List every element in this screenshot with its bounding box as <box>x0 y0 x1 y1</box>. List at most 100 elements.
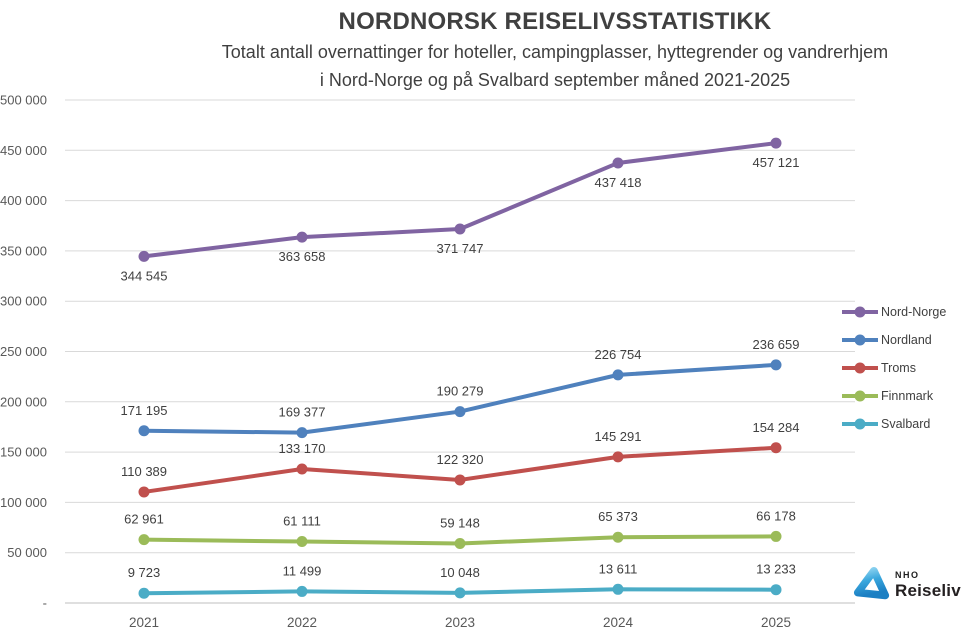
legend-label: Svalbard <box>881 417 931 431</box>
legend-item-svalbard: Svalbard <box>841 410 962 438</box>
series-line-nord-norge <box>142 141 778 259</box>
logo-brand: Reiseliv <box>895 581 961 600</box>
legend-item-nord-norge: Nord-Norge <box>841 298 962 326</box>
data-point-label: 59 148 <box>440 515 480 530</box>
data-point-label: 145 291 <box>595 429 642 444</box>
data-point-marker <box>770 137 782 149</box>
data-point-label: 133 170 <box>279 441 326 456</box>
data-point-marker <box>296 585 308 597</box>
nho-reiseliv-logo: NHO Reiseliv <box>853 564 961 606</box>
data-point-label: 10 048 <box>440 565 480 580</box>
data-point-marker <box>612 583 624 595</box>
logo-org: NHO <box>895 570 920 580</box>
series-line-nordland <box>142 362 778 435</box>
data-point-label: 437 418 <box>595 175 642 190</box>
y-axis-tick-label: 450 000 <box>0 143 47 158</box>
y-axis-tick-label: 250 000 <box>0 344 47 359</box>
data-point-label: 171 195 <box>121 403 168 418</box>
legend-dot <box>854 390 866 402</box>
y-axis-tick-label: 350 000 <box>0 243 47 258</box>
data-point-marker <box>770 442 782 454</box>
data-point-label: 190 279 <box>437 384 484 399</box>
data-point-marker <box>454 537 466 549</box>
legend-label: Troms <box>881 361 916 375</box>
data-point-marker <box>770 584 782 596</box>
data-point-marker <box>612 369 624 381</box>
y-axis-tick-label: 150 000 <box>0 445 47 460</box>
legend-label: Nord-Norge <box>881 305 947 319</box>
legend-dot <box>854 306 866 318</box>
x-axis-tick-label: 2022 <box>287 615 317 630</box>
legend-label: Finnmark <box>881 389 934 403</box>
x-axis-tick-label: 2021 <box>129 615 159 630</box>
legend-dot <box>854 418 866 430</box>
chart-legend: Nord-Norge Nordland Troms Finnmark Svalbard <box>841 298 962 438</box>
data-point-label: 371 747 <box>437 241 484 256</box>
y-axis-tick-label: 400 000 <box>0 193 47 208</box>
data-point-label: 226 754 <box>595 347 642 362</box>
y-axis-tick-label: 200 000 <box>0 394 47 409</box>
data-point-label: 344 545 <box>121 268 168 283</box>
data-point-marker <box>296 231 308 243</box>
data-point-marker <box>296 536 308 548</box>
data-point-label: 11 499 <box>283 563 322 578</box>
x-axis-tick-label: 2025 <box>761 615 791 630</box>
logo-text: NHO Reiseliv <box>895 570 961 600</box>
data-point-marker <box>454 587 466 599</box>
legend-label: Nordland <box>881 333 932 347</box>
data-point-label: 457 121 <box>753 155 800 170</box>
data-point-marker <box>770 359 782 371</box>
data-point-label: 122 320 <box>437 452 484 467</box>
legend-marker-icon <box>842 334 878 346</box>
legend-dot <box>854 334 866 346</box>
data-point-label: 363 658 <box>279 249 326 264</box>
x-axis-tick-label: 2023 <box>445 615 475 630</box>
data-point-marker <box>138 534 150 546</box>
data-point-label: 65 373 <box>598 509 638 524</box>
legend-marker-icon <box>842 306 878 318</box>
data-point-marker <box>612 157 624 169</box>
chart-subtitle-line1: Totalt antall overnattinger for hoteller… <box>221 42 889 62</box>
nho-triangle-icon <box>853 566 890 600</box>
data-point-label: 61 111 <box>283 514 321 529</box>
legend-marker-icon <box>842 362 878 374</box>
legend-item-troms: Troms <box>841 354 962 382</box>
legend-dot <box>854 362 866 374</box>
y-axis-tick-label: 300 000 <box>0 294 47 309</box>
data-point-label: 110 389 <box>121 464 167 479</box>
data-point-marker <box>454 223 466 235</box>
data-point-label: 13 611 <box>599 561 638 576</box>
chart-subtitle-line2: i Nord-Norge og på Svalbard september må… <box>319 70 791 90</box>
legend-item-nordland: Nordland <box>841 326 962 354</box>
data-point-label: 154 284 <box>753 420 800 435</box>
data-point-marker <box>770 530 782 542</box>
chart-title: NORDNORSK REISELIVSSTATISTIKK <box>338 8 772 35</box>
legend-marker-icon <box>842 390 878 402</box>
data-point-marker <box>296 427 308 439</box>
data-point-marker <box>138 587 150 599</box>
x-axis-tick-label: 2024 <box>603 615 634 630</box>
data-point-label: 62 961 <box>124 512 164 527</box>
data-point-label: 13 233 <box>756 562 796 577</box>
y-axis-tick-label: 50 000 <box>7 545 47 560</box>
y-axis-tick-label: 500 000 <box>0 93 47 108</box>
y-axis-tick-label: 100 000 <box>0 495 47 510</box>
data-point-label: 236 659 <box>753 337 800 352</box>
data-point-marker <box>612 531 624 543</box>
data-point-marker <box>296 463 308 475</box>
y-axis-tick-label: - <box>43 596 47 611</box>
data-point-marker <box>138 486 150 498</box>
chart-header: NORDNORSK REISELIVSSTATISTIKK Totalt ant… <box>148 6 962 94</box>
data-point-marker <box>454 406 466 418</box>
data-point-marker <box>454 474 466 486</box>
data-point-marker <box>612 451 624 463</box>
data-point-marker <box>138 250 150 262</box>
data-point-label: 169 377 <box>279 405 326 420</box>
legend-item-finnmark: Finnmark <box>841 382 962 410</box>
data-point-marker <box>138 425 150 437</box>
legend-marker-icon <box>842 418 878 430</box>
data-point-label: 66 178 <box>756 508 796 523</box>
data-point-label: 9 723 <box>128 565 161 580</box>
